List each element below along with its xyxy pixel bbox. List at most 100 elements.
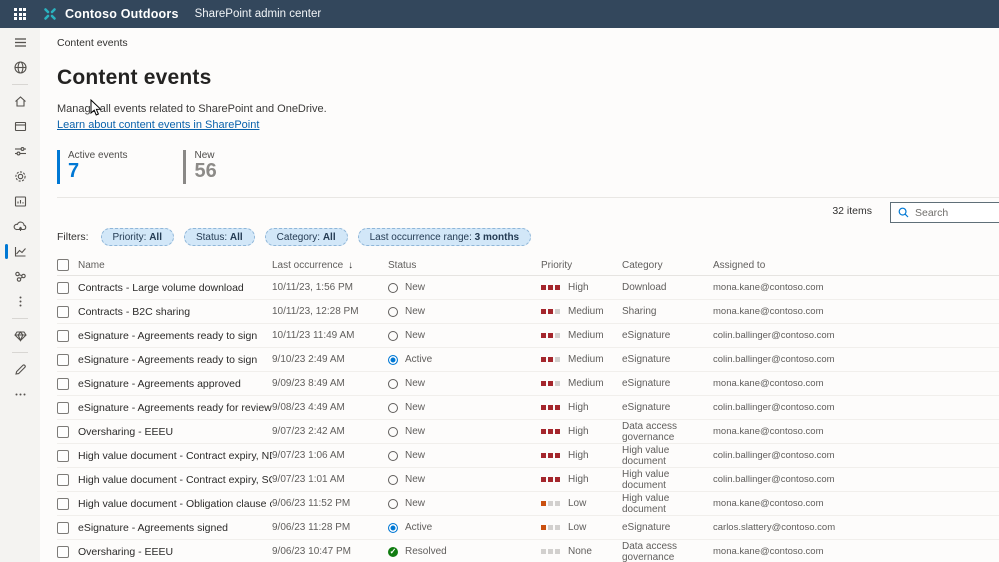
- col-assigned-to[interactable]: Assigned to: [713, 259, 766, 271]
- priority-label: High: [568, 402, 589, 413]
- event-name[interactable]: Oversharing - EEEU: [78, 425, 174, 438]
- event-name[interactable]: eSignature - Agreements ready for review: [78, 401, 272, 414]
- overflow-icon: [15, 393, 25, 396]
- col-last-occurrence[interactable]: Last occurrence ↓: [272, 259, 354, 271]
- stat-label: New: [194, 150, 215, 161]
- event-name[interactable]: High value document - Contract expiry, S…: [78, 473, 272, 486]
- row-checkbox[interactable]: [57, 449, 69, 462]
- settings-icon: [14, 171, 26, 182]
- row-checkbox[interactable]: [57, 305, 69, 318]
- event-name[interactable]: eSignature - Agreements ready to sign: [78, 353, 258, 366]
- status-cell: New: [388, 426, 541, 437]
- product-name[interactable]: SharePoint admin center: [194, 8, 322, 20]
- row-checkbox[interactable]: [57, 545, 69, 558]
- col-priority[interactable]: Priority: [541, 259, 573, 271]
- status-label: New: [405, 450, 426, 461]
- table-row[interactable]: eSignature - Agreements ready to sign 9/…: [57, 348, 999, 372]
- event-name[interactable]: High value document - Contract expiry, N…: [78, 449, 272, 462]
- priority-square: [541, 525, 546, 530]
- status-label: New: [405, 474, 426, 485]
- row-checkbox[interactable]: [57, 377, 69, 390]
- sidebar-item-content-services[interactable]: [0, 189, 40, 214]
- menu-icon: [14, 38, 26, 47]
- event-name[interactable]: eSignature - Agreements approved: [78, 377, 241, 390]
- status-cell: New: [388, 330, 541, 341]
- app-launcher-button[interactable]: [0, 0, 40, 28]
- table-row[interactable]: High value document - Contract expiry, N…: [57, 444, 999, 468]
- sidebar-item-migration[interactable]: [0, 214, 40, 239]
- event-name[interactable]: Contracts - Large volume download: [78, 281, 244, 294]
- assigned-to-cell: colin.ballinger@contoso.com: [713, 474, 835, 485]
- col-status[interactable]: Status: [388, 259, 417, 271]
- table-row[interactable]: High value document - Obligation clause …: [57, 492, 999, 516]
- brand-name[interactable]: Contoso Outdoors: [65, 7, 179, 21]
- sidebar-item-sites[interactable]: [0, 114, 40, 139]
- row-checkbox[interactable]: [57, 281, 69, 294]
- event-name[interactable]: eSignature - Agreements ready to sign: [78, 329, 258, 342]
- sidebar-item-menu[interactable]: [0, 30, 40, 55]
- status-icon: [388, 450, 398, 461]
- search-input[interactable]: Search: [890, 202, 999, 223]
- status-cell: New: [388, 402, 541, 413]
- filter-pill-last-occurrence-range[interactable]: Last occurrence range3 months: [357, 228, 532, 246]
- last-occurrence: 9/06/23 10:47 PM: [272, 546, 351, 557]
- breadcrumb[interactable]: Content events: [57, 37, 128, 49]
- sidebar-item-edit[interactable]: [0, 357, 40, 382]
- table-row[interactable]: Oversharing - EEEU 9/06/23 10:47 PM ✓ Re…: [57, 540, 999, 562]
- status-icon: [388, 498, 398, 509]
- table-row[interactable]: eSignature - Agreements approved 9/09/23…: [57, 372, 999, 396]
- priority-cell: None: [541, 546, 622, 557]
- filter-pill-status[interactable]: StatusAll: [183, 228, 255, 246]
- stat-active-events[interactable]: Active events 7: [57, 150, 127, 184]
- row-checkbox[interactable]: [57, 473, 69, 486]
- stat-value: 7: [68, 160, 80, 182]
- row-checkbox[interactable]: [57, 521, 69, 534]
- status-icon: [388, 306, 398, 317]
- status-label: Active: [405, 522, 433, 533]
- priority-cell: High: [541, 426, 622, 437]
- learn-more-link[interactable]: Learn about content events in SharePoint: [57, 119, 260, 131]
- table-row[interactable]: Contracts - Large volume download 10/11/…: [57, 276, 999, 300]
- col-category[interactable]: Category: [622, 259, 663, 271]
- stat-new[interactable]: New 56: [183, 150, 217, 184]
- select-all-checkbox[interactable]: [57, 259, 69, 271]
- status-label: New: [405, 426, 426, 437]
- sidebar-item-more-features[interactable]: [0, 289, 40, 314]
- event-name[interactable]: eSignature - Agreements signed: [78, 521, 229, 534]
- row-checkbox[interactable]: [57, 425, 69, 438]
- row-checkbox[interactable]: [57, 497, 69, 510]
- table-row[interactable]: eSignature - Agreements signed 9/06/23 1…: [57, 516, 999, 540]
- event-name[interactable]: Oversharing - EEEU: [78, 545, 174, 558]
- table-row[interactable]: Oversharing - EEEU 9/07/23 2:42 AM New H…: [57, 420, 999, 444]
- assigned-to-cell: colin.ballinger@contoso.com: [713, 450, 835, 461]
- sidebar-item-global[interactable]: [0, 55, 40, 80]
- col-name[interactable]: Name: [78, 259, 105, 271]
- priority-square: [548, 357, 553, 362]
- sidebar-item-settings[interactable]: [0, 164, 40, 189]
- sort-desc-icon: ↓: [348, 259, 354, 271]
- globe-icon: [13, 61, 27, 74]
- sidebar-item-overflow[interactable]: [0, 382, 40, 407]
- row-checkbox[interactable]: [57, 401, 69, 414]
- filter-pill-priority[interactable]: PriorityAll: [100, 228, 174, 246]
- priority-label: Medium: [568, 330, 604, 341]
- row-checkbox[interactable]: [57, 329, 69, 342]
- table-row[interactable]: High value document - Contract expiry, S…: [57, 468, 999, 492]
- event-name[interactable]: Contracts - B2C sharing: [78, 305, 191, 318]
- sidebar-item-premium[interactable]: [0, 323, 40, 348]
- table-row[interactable]: eSignature - Agreements ready to sign 10…: [57, 324, 999, 348]
- category-cell: High value document: [622, 468, 670, 491]
- list-toolbar: 32 items Search: [57, 197, 999, 225]
- sidebar-item-policies[interactable]: [0, 139, 40, 164]
- event-name[interactable]: High value document - Obligation clause …: [78, 497, 272, 510]
- row-checkbox[interactable]: [57, 353, 69, 366]
- last-occurrence: 9/07/23 1:06 AM: [272, 450, 345, 461]
- table-row[interactable]: eSignature - Agreements ready for review…: [57, 396, 999, 420]
- sidebar-item-home[interactable]: [0, 89, 40, 114]
- sidebar-item-advanced[interactable]: [0, 264, 40, 289]
- table-row[interactable]: Contracts - B2C sharing 10/11/23, 12:28 …: [57, 300, 999, 324]
- priority-cell: Medium: [541, 330, 622, 341]
- priority-cell: Medium: [541, 306, 622, 317]
- sidebar-item-reports[interactable]: [0, 239, 40, 264]
- filter-pill-category[interactable]: CategoryAll: [264, 228, 348, 246]
